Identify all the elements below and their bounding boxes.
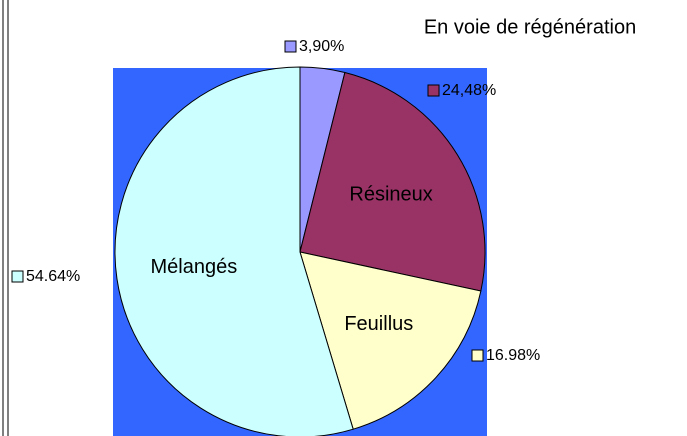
pie-slice: [299, 71, 486, 292]
chart-title: En voie de régénération: [424, 16, 636, 38]
legend-key: [11, 270, 24, 283]
legend-key: [471, 349, 484, 362]
value-label: 24,48%: [442, 82, 496, 99]
legend-key: [284, 40, 297, 53]
value-label: 16.98%: [486, 347, 540, 364]
pie-slice: [114, 66, 354, 436]
value-label: 3,90%: [299, 38, 344, 55]
legend-key: [427, 84, 440, 97]
slice-label: Résineux: [349, 184, 432, 206]
value-label: 54.64%: [26, 268, 80, 285]
slice-label: Feuillus: [344, 313, 413, 335]
pie-slice: [299, 251, 482, 430]
slice-label: Mélangés: [150, 256, 237, 278]
